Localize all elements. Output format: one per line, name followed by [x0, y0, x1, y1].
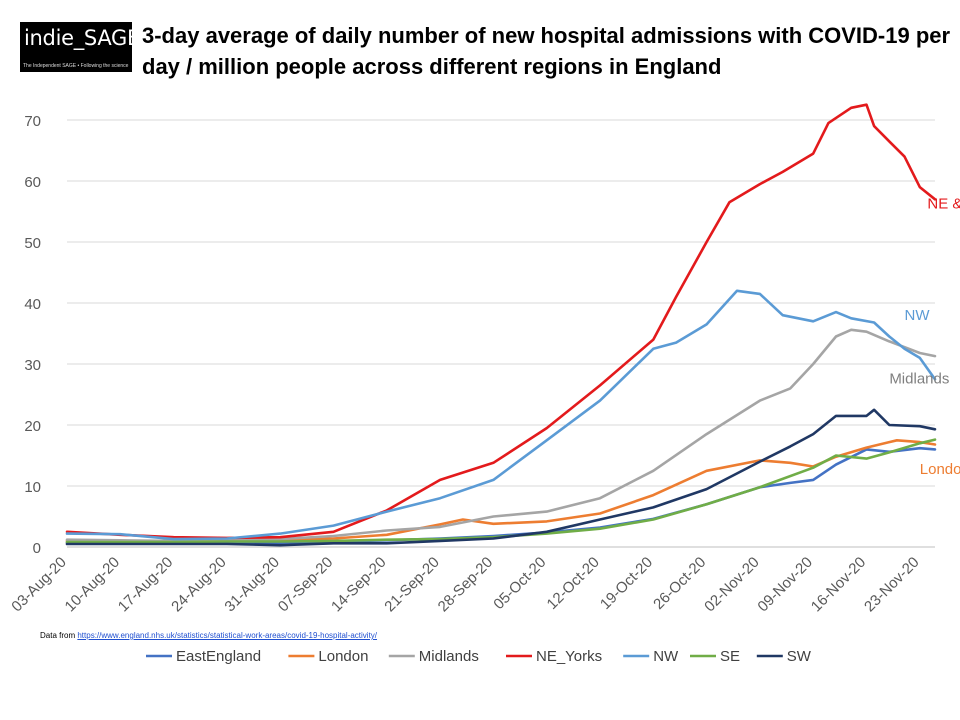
legend-item: NE_Yorks: [506, 648, 602, 665]
series-line-sw: [65, 408, 937, 547]
x-tick-label: 24-Aug-20: [168, 554, 230, 616]
x-axis-ticks: 03-Aug-2010-Aug-2017-Aug-2024-Aug-2031-A…: [8, 554, 922, 616]
indie-sage-logo: indie_SAGE The Independent SAGE • Follow…: [20, 22, 140, 72]
source-link[interactable]: https://www.england.nhs.uk/statistics/st…: [77, 631, 378, 640]
series-line-midlands: [65, 328, 937, 543]
x-tick-label: 14-Sep-20: [328, 554, 390, 616]
y-tick-label: 10: [24, 479, 41, 496]
series-line-london: [65, 438, 937, 543]
series-annotation: NE & Yorks: [927, 195, 960, 212]
legend-item: Midlands: [388, 648, 479, 665]
legend: EastEngland London Midlands NE_Yorks NW SE SW: [146, 648, 812, 665]
legend-item: NW: [623, 648, 679, 665]
series-annotation: Midlands: [889, 371, 949, 388]
source-prefix: Data from: [40, 631, 76, 640]
gridlines: [67, 119, 935, 487]
y-tick-label: 40: [24, 296, 41, 313]
x-tick-label: 03-Aug-20: [8, 554, 70, 616]
x-tick-label: 09-Nov-20: [754, 554, 816, 616]
x-tick-label: 31-Aug-20: [221, 554, 283, 616]
logo-tagline: The Independent SAGE • Following the sci…: [23, 63, 129, 69]
series-annotation: NW: [905, 307, 931, 324]
y-tick-label: 70: [24, 113, 41, 130]
x-tick-label: 05-Oct-20: [490, 554, 549, 613]
y-tick-label: 20: [24, 418, 41, 435]
x-tick-label: 26-Oct-20: [650, 554, 709, 613]
legend-label: SE: [720, 648, 740, 665]
x-tick-label: 17-Aug-20: [115, 554, 177, 616]
series-lines: [65, 103, 937, 547]
series-line-eastengland: [65, 446, 937, 545]
y-tick-label: 30: [24, 357, 41, 374]
series-annotation: London: [920, 461, 960, 478]
chart-title: 3-day average of daily number of new hos…: [142, 23, 951, 79]
x-tick-label: 21-Sep-20: [381, 554, 443, 616]
x-tick-label: 19-Oct-20: [597, 554, 656, 613]
y-axis-ticks: 0 10 20 30 40 50 60 70: [24, 113, 41, 557]
x-tick-label: 28-Sep-20: [435, 554, 497, 616]
data-source: Data from https://www.england.nhs.uk/sta…: [40, 631, 377, 640]
x-tick-label: 02-Nov-20: [701, 554, 763, 616]
series-line-ne-yorks: [65, 103, 937, 540]
legend-item: EastEngland: [146, 648, 261, 665]
series-line-se: [65, 438, 937, 544]
legend-label: EastEngland: [176, 648, 261, 665]
legend-label: SW: [787, 648, 812, 665]
x-tick-label: 07-Sep-20: [275, 554, 337, 616]
x-tick-label: 16-Nov-20: [808, 554, 870, 616]
series-line-nw: [65, 289, 937, 541]
x-tick-label: 10-Aug-20: [62, 554, 124, 616]
legend-label: London: [318, 648, 368, 665]
y-tick-label: 60: [24, 174, 41, 191]
series-annotations: NE & Yorks NW Midlands London: [889, 195, 960, 477]
legend-item: London: [288, 648, 368, 665]
x-tick-label: 23-Nov-20: [861, 554, 923, 616]
x-tick-label: 12-Oct-20: [544, 554, 603, 613]
legend-label: NW: [653, 648, 679, 665]
legend-label: Midlands: [419, 648, 479, 665]
y-tick-label: 0: [33, 540, 41, 557]
legend-item: SE: [690, 648, 740, 665]
logo-title: indie_SAGE: [24, 26, 140, 50]
legend-item: SW: [756, 648, 812, 665]
legend-label: NE_Yorks: [536, 648, 602, 665]
y-tick-label: 50: [24, 235, 41, 252]
